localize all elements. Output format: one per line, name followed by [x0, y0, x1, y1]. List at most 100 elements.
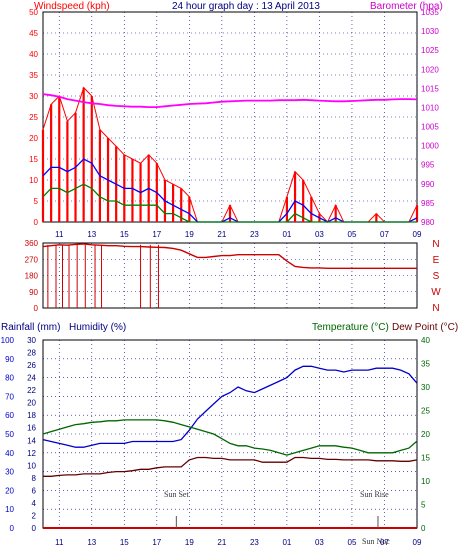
humidity-tick-label: 26	[27, 361, 36, 370]
temp-tick-label: 20	[421, 430, 430, 439]
humidity-tick-label: 14	[27, 436, 36, 445]
baro-tick-label: 990	[421, 180, 435, 189]
time-tick-label: 07	[380, 230, 389, 239]
dewpoint-label: Dew Point (°C)	[392, 322, 458, 333]
time-tick-label: 09	[413, 230, 422, 239]
humidity-tick-label: 18	[27, 411, 36, 420]
temp-tick-label: 25	[421, 407, 430, 416]
wind-tick-label: 5	[34, 197, 39, 206]
time-tick-label: 23	[250, 538, 259, 547]
time-tick-label: 13	[87, 538, 96, 547]
dir-tick-label: 360	[25, 239, 39, 248]
dir-tick-label: 270	[25, 255, 39, 264]
time-tick-label: 05	[348, 538, 357, 547]
wind-tick-label: 50	[29, 8, 38, 17]
baro-tick-label: 1005	[421, 123, 439, 132]
rain-tick-label: 10	[5, 505, 14, 514]
baro-tick-label: 980	[421, 218, 435, 227]
compass-letter: W	[431, 287, 441, 298]
humidity-line	[42, 365, 418, 448]
time-tick-label: 19	[185, 538, 194, 547]
humidity-tick-label: 4	[32, 499, 37, 508]
wind-tick-label: 20	[29, 134, 38, 143]
time-tick-label: 15	[120, 538, 129, 547]
temp-tick-label: 0	[421, 524, 426, 533]
humidity-tick-label: 8	[32, 474, 37, 483]
baro-tick-label: 1025	[421, 46, 439, 55]
time-tick-label: 17	[152, 230, 161, 239]
baro-tick-label: 985	[421, 199, 435, 208]
rain-tick-label: 60	[5, 411, 14, 420]
time-tick-label: 15	[120, 230, 129, 239]
sunset-label: Sun Set	[164, 490, 189, 499]
baro-tick-label: 995	[421, 161, 435, 170]
compass-letter: E	[433, 255, 440, 266]
time-tick-label: 17	[152, 538, 161, 547]
baro-tick-label: 1020	[421, 65, 439, 74]
time-tick-label: 23	[250, 230, 259, 239]
time-tick-label: 09	[413, 538, 422, 547]
dir-tick-label: 90	[29, 288, 38, 297]
time-tick-label: 03	[315, 538, 324, 547]
barometer-title: Barometer (hpa)	[370, 1, 443, 12]
humidity-tick-label: 28	[27, 349, 36, 358]
temp-tick-label: 35	[421, 360, 430, 369]
rain-tick-label: 40	[5, 449, 14, 458]
baro-tick-label: 1030	[421, 27, 439, 36]
compass-letter: N	[432, 239, 439, 250]
humidity-tick-label: 2	[32, 511, 37, 520]
humidity-tick-label: 22	[27, 386, 36, 395]
time-tick-label: 01	[282, 230, 291, 239]
wind-tick-label: 25	[29, 113, 38, 122]
temp-tick-label: 5	[421, 501, 426, 510]
humidity-tick-label: 16	[27, 424, 36, 433]
rain-tick-label: 70	[5, 392, 14, 401]
humidity-tick-label: 30	[27, 336, 36, 345]
temp-tick-label: 40	[421, 336, 430, 345]
time-tick-label: 19	[185, 230, 194, 239]
time-tick-label: 01	[282, 538, 291, 547]
humidity-tick-label: 12	[27, 449, 36, 458]
time-tick-label: 11	[55, 230, 64, 239]
time-tick-label: 21	[217, 538, 226, 547]
barometer-line	[42, 93, 418, 108]
sun-noc-label: Sun Noc	[362, 537, 390, 546]
time-tick-label: 03	[315, 230, 324, 239]
wind-tick-label: 30	[29, 92, 38, 101]
baro-tick-label: 1010	[421, 103, 439, 112]
dewpoint-line	[43, 456, 418, 477]
time-tick-label: 21	[217, 230, 226, 239]
temp-tick-label: 30	[421, 383, 430, 392]
wind-tick-label: 10	[29, 176, 38, 185]
humidity-tick-label: 6	[32, 486, 37, 495]
wind-tick-label: 0	[34, 218, 39, 227]
rain-tick-label: 50	[5, 430, 14, 439]
sunrise-label: Sun Rise	[360, 490, 389, 499]
rain-tick-label: 0	[10, 524, 15, 533]
dir-tick-label: 0	[34, 304, 39, 313]
humidity-tick-label: 20	[27, 399, 36, 408]
rain-tick-label: 20	[5, 486, 14, 495]
wind-tick-label: 40	[29, 50, 38, 59]
graph-title: 24 hour graph day : 13 April 2013	[172, 1, 320, 12]
dir-tick-label: 180	[25, 272, 39, 281]
baro-tick-label: 1000	[421, 142, 439, 151]
humidity-label: Humidity (%)	[69, 322, 126, 333]
humidity-tick-label: 24	[27, 374, 36, 383]
wind-tick-label: 15	[29, 155, 38, 164]
temp-tick-label: 15	[421, 454, 430, 463]
humidity-tick-label: 0	[32, 524, 37, 533]
temperature-line	[42, 419, 418, 456]
time-tick-label: 11	[55, 538, 64, 547]
compass-letter: S	[433, 271, 440, 282]
rain-tick-label: 100	[1, 336, 15, 345]
windspeed-title: Windspeed (kph)	[34, 1, 110, 12]
lull-line	[42, 183, 417, 223]
rain-tick-label: 80	[5, 374, 14, 383]
rain-tick-label: 90	[5, 355, 14, 364]
direction-line	[42, 243, 417, 269]
time-tick-label: 13	[87, 230, 96, 239]
compass-letter: N	[432, 303, 439, 314]
wind-tick-label: 35	[29, 71, 38, 80]
baro-tick-label: 1015	[421, 84, 439, 93]
